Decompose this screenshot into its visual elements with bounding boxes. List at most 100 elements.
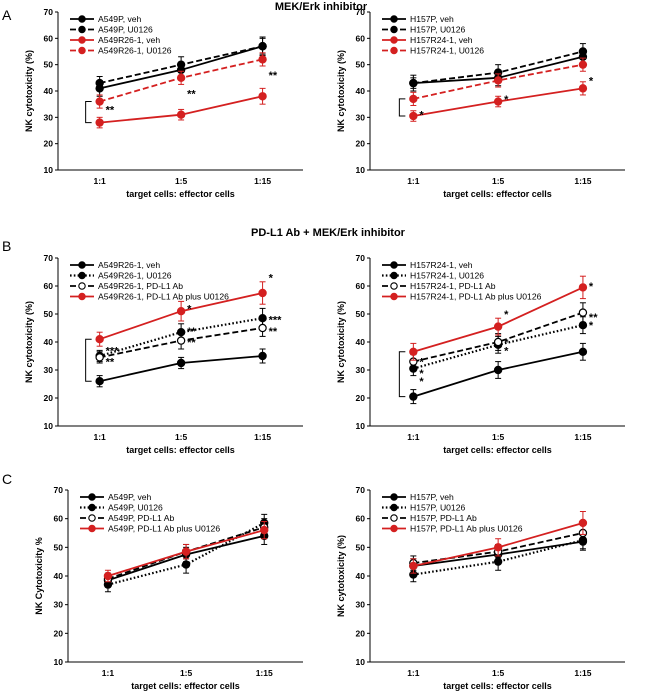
- x-tick-label: 1:15: [254, 176, 271, 186]
- y-tick-label: 70: [44, 253, 54, 263]
- y-tick-label: 50: [356, 309, 366, 319]
- legend-label: H157P, veh: [410, 14, 454, 24]
- data-point: [578, 347, 588, 356]
- legend-marker: [390, 292, 398, 301]
- x-axis-title: target cells: effector cells: [126, 189, 235, 199]
- y-tick-label: 20: [54, 628, 64, 638]
- significance-star: **: [187, 89, 196, 101]
- y-tick-label: 50: [356, 542, 366, 552]
- x-tick-label: 1:5: [492, 432, 505, 442]
- significance-star: *: [504, 337, 509, 349]
- panel-label-a: A: [2, 7, 12, 23]
- legend-marker: [390, 261, 398, 269]
- data-point: [176, 307, 186, 316]
- data-point: [95, 353, 104, 362]
- x-axis-title: target cells: effector cells: [131, 681, 240, 691]
- data-point: [493, 365, 503, 375]
- significance-bracket: [398, 98, 406, 117]
- legend-label: A549P, PD-L1 Ab: [108, 513, 174, 523]
- legend-label: A549P, veh: [108, 492, 152, 502]
- legend-marker: [78, 46, 86, 55]
- x-axis-title: target cells: effector cells: [443, 445, 552, 455]
- data-point: [95, 118, 104, 127]
- y-tick-label: 20: [356, 628, 366, 638]
- data-point: [409, 78, 418, 88]
- y-tick-label: 60: [54, 514, 64, 524]
- data-point: [493, 543, 503, 552]
- y-tick-label: 60: [44, 33, 54, 43]
- y-axis-title: NK cytotoxicity (%): [336, 301, 346, 383]
- data-point: [95, 78, 104, 88]
- data-point: [176, 336, 186, 345]
- y-tick-label: 50: [44, 60, 54, 70]
- series-2: [95, 319, 267, 364]
- data-point: [181, 547, 191, 556]
- y-tick-label: 30: [44, 365, 54, 375]
- data-point: [258, 323, 267, 333]
- chart-B-left: 10 20 30 40 50 60 70 1:1 1:5 1:15 target cells: ef…: [24, 253, 303, 455]
- significance-star: **: [187, 326, 196, 338]
- x-tick-label: 1:5: [175, 176, 188, 186]
- legend-marker: [390, 15, 398, 23]
- chart-B-right: 10 20 30 40 50 60 70 1:1 1:5 1:15 target cells: ef…: [336, 253, 625, 455]
- y-tick-label: 70: [356, 7, 366, 17]
- significance-star: *: [504, 309, 509, 321]
- legend-label: H157R24-1, PD-L1 Ab: [410, 281, 496, 291]
- legend-marker: [78, 25, 86, 34]
- legend-label: A549R26-1, U0126: [98, 271, 172, 281]
- y-tick-label: 20: [356, 139, 366, 149]
- significance-star: *: [269, 273, 274, 285]
- y-axis-title: NK cytotoxicity (%): [24, 301, 34, 383]
- y-tick-label: 40: [54, 571, 64, 581]
- data-point: [578, 60, 588, 69]
- series-2: [409, 81, 588, 122]
- y-tick-label: 60: [356, 514, 366, 524]
- y-tick-label: 20: [356, 393, 366, 403]
- y-tick-label: 60: [356, 33, 366, 43]
- x-tick-label: 1:15: [254, 432, 271, 442]
- y-tick-label: 70: [44, 7, 54, 17]
- chart-C-right: 10 20 30 40 50 60 70 1:1 1:5 1:15 target cells: ef…: [336, 485, 625, 691]
- x-tick-label: 1:15: [256, 668, 273, 678]
- significance-star: **: [269, 70, 278, 82]
- legend-label: H157R24-1, PD-L1 Ab plus U0126: [410, 292, 542, 302]
- legend-marker: [78, 36, 86, 44]
- series-3: [95, 52, 267, 109]
- data-point: [176, 73, 186, 83]
- legend-marker: [390, 282, 398, 290]
- data-point: [181, 560, 191, 569]
- y-tick-label: 10: [44, 165, 54, 175]
- charts-container: 10 20 30 40 50 60 70 1:1 1:5 1:15 target cells: ef…: [24, 7, 625, 691]
- y-tick-label: 10: [54, 657, 64, 667]
- legend-label: A549R26-1, veh: [98, 260, 160, 270]
- series-3: [409, 57, 588, 106]
- legend-label: H157P, U0126: [410, 25, 465, 35]
- significance-star: *: [187, 303, 192, 315]
- data-point: [578, 84, 588, 93]
- data-point: [103, 571, 113, 581]
- y-tick-label: 40: [356, 571, 366, 581]
- legend-marker: [390, 514, 398, 522]
- legend-label: H157R24-1, veh: [410, 35, 473, 45]
- significance-star: **: [589, 312, 598, 324]
- x-tick-label: 1:1: [94, 432, 107, 442]
- data-point: [493, 337, 503, 347]
- legend-label: A549R26-1, U0126: [98, 46, 172, 56]
- legend-label: A549P, U0126: [98, 25, 153, 35]
- legend-label: H157P, U0126: [410, 503, 465, 513]
- y-tick-label: 50: [44, 309, 54, 319]
- x-tick-label: 1:5: [180, 668, 193, 678]
- data-point: [409, 94, 418, 104]
- legend-marker: [88, 503, 96, 512]
- legend-marker: [390, 46, 398, 55]
- x-tick-label: 1:15: [574, 668, 591, 678]
- series-2: [409, 302, 588, 370]
- significance-star: *: [419, 368, 424, 380]
- significance-bracket: [398, 351, 406, 398]
- legend-marker: [390, 524, 398, 533]
- significance-star: *: [419, 357, 424, 369]
- data-point: [578, 518, 588, 528]
- data-point: [176, 110, 186, 119]
- x-tick-label: 1:1: [407, 432, 420, 442]
- x-axis-title: target cells: effector cells: [126, 445, 235, 455]
